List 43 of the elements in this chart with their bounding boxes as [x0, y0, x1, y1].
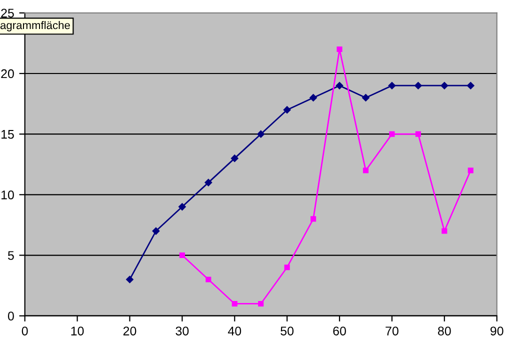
point [126, 276, 134, 284]
point [336, 46, 342, 52]
point [179, 252, 185, 258]
y-tick-label: 20 [1, 69, 14, 78]
x-tick-label: 10 [71, 326, 84, 336]
x-tick-label: 80 [438, 326, 451, 336]
point [388, 82, 396, 90]
y-tick-label: 15 [1, 130, 14, 139]
point [283, 106, 292, 114]
point [362, 94, 370, 102]
point [442, 228, 448, 234]
point [440, 82, 448, 90]
x-tick-label: 30 [176, 326, 189, 336]
point [336, 82, 344, 90]
point [232, 300, 238, 307]
point [468, 168, 474, 174]
y-tick-label: 5 [8, 251, 14, 260]
point [204, 178, 212, 186]
x-tick-label: 20 [123, 326, 136, 336]
x-tick-label: 90 [490, 326, 504, 336]
x-tick-label: 0 [22, 326, 28, 336]
point [284, 264, 290, 270]
point [415, 131, 421, 137]
point [230, 154, 239, 162]
x-tick-label: 40 [228, 326, 242, 336]
point [389, 131, 395, 137]
point [466, 82, 475, 90]
point [414, 82, 422, 90]
point [152, 227, 160, 235]
point [256, 130, 265, 138]
x-tick-label: 50 [280, 326, 294, 336]
point [178, 202, 186, 211]
y-tick-label: 0 [8, 312, 14, 320]
point [362, 168, 369, 174]
y-tick-label: 25 [1, 8, 14, 18]
point [310, 216, 316, 222]
x-tick-label: 70 [386, 326, 398, 336]
point [206, 276, 212, 282]
point [258, 300, 264, 307]
x-tick-label: 60 [333, 326, 346, 336]
annotation: agrammfläche [0, 20, 70, 32]
point [309, 94, 318, 102]
y-tick-label: 10 [1, 190, 14, 200]
